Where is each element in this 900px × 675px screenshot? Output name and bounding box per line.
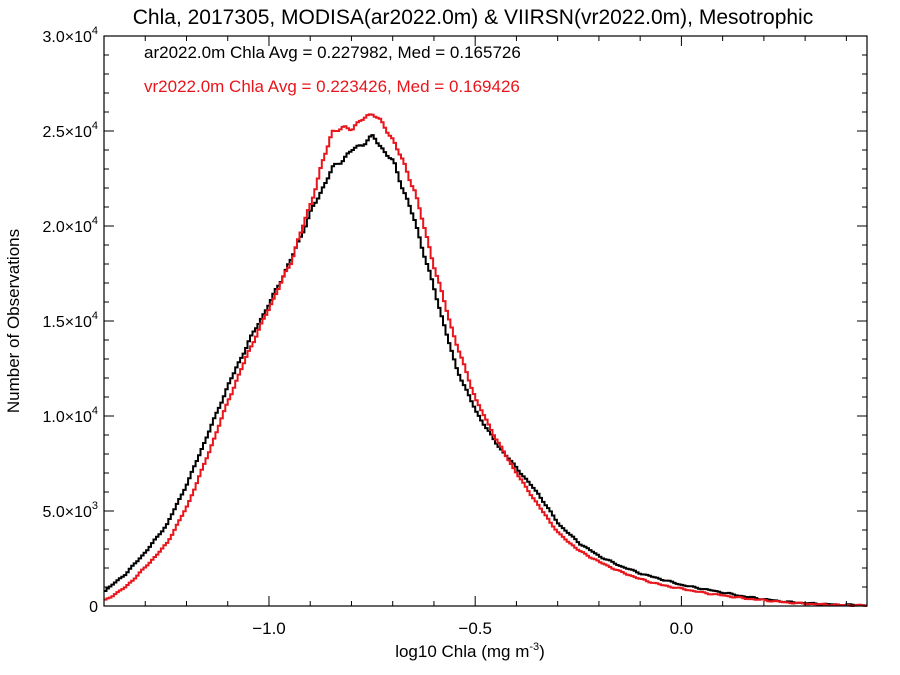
x-tick-label-1: −0.5 [458,619,492,638]
x-axis-label-exponent: -3 [529,641,539,653]
y-tick-label-mantissa: 3.0×10 [42,29,91,46]
axis-ticks [103,35,867,607]
y-tick-label-0: 0 [89,599,98,616]
y-tick-label-exponent: 4 [92,25,98,37]
legend-entry-viirsn: vr2022.0m Chla Avg = 0.223426, Med = 0.1… [144,77,520,96]
plot-frame [103,35,868,607]
series-line-1 [104,113,868,607]
y-tick-label-mantissa: 1.5×10 [42,314,91,331]
y-tick-labels: 05.0×1031.0×1041.5×1042.0×1042.5×1043.0×… [42,25,98,616]
x-axis-label: log10 Chla (mg m-3) [395,641,545,661]
y-tick-label-exponent: 3 [92,500,98,512]
y-tick-label-exponent: 4 [92,120,98,132]
y-tick-label-mantissa: 0 [89,599,98,616]
y-tick-label-exponent: 4 [92,215,98,227]
series-lines [104,113,868,607]
y-tick-label-mantissa: 2.5×10 [42,124,91,141]
x-axis-label-close: ) [539,642,545,661]
x-tick-labels: −1.0 −0.5 0.0 [252,619,693,638]
series-line-0 [104,134,867,607]
legend-entry-modisa: ar2022.0m Chla Avg = 0.227982, Med = 0.1… [144,43,521,62]
y-tick-label-exponent: 4 [92,310,98,322]
y-tick-label-mantissa: 5.0×10 [42,504,91,521]
y-tick-label-1: 5.0×103 [42,500,98,521]
y-axis-label: Number of Observations [4,229,23,413]
x-tick-label-2: 0.0 [670,619,694,638]
x-axis-label-main: log10 Chla (mg m [395,642,529,661]
y-tick-label-mantissa: 2.0×10 [42,219,91,236]
y-tick-label-mantissa: 1.0×10 [42,409,91,426]
y-tick-label-4: 2.0×104 [42,215,98,236]
y-tick-label-3: 1.5×104 [42,310,98,331]
y-tick-label-2: 1.0×104 [42,405,98,426]
y-tick-label-5: 2.5×104 [42,120,98,141]
y-tick-label-exponent: 4 [92,405,98,417]
chart-title: Chla, 2017305, MODISA(ar2022.0m) & VIIRS… [133,6,813,29]
y-tick-label-6: 3.0×104 [42,25,98,46]
x-tick-label-0: −1.0 [252,619,286,638]
